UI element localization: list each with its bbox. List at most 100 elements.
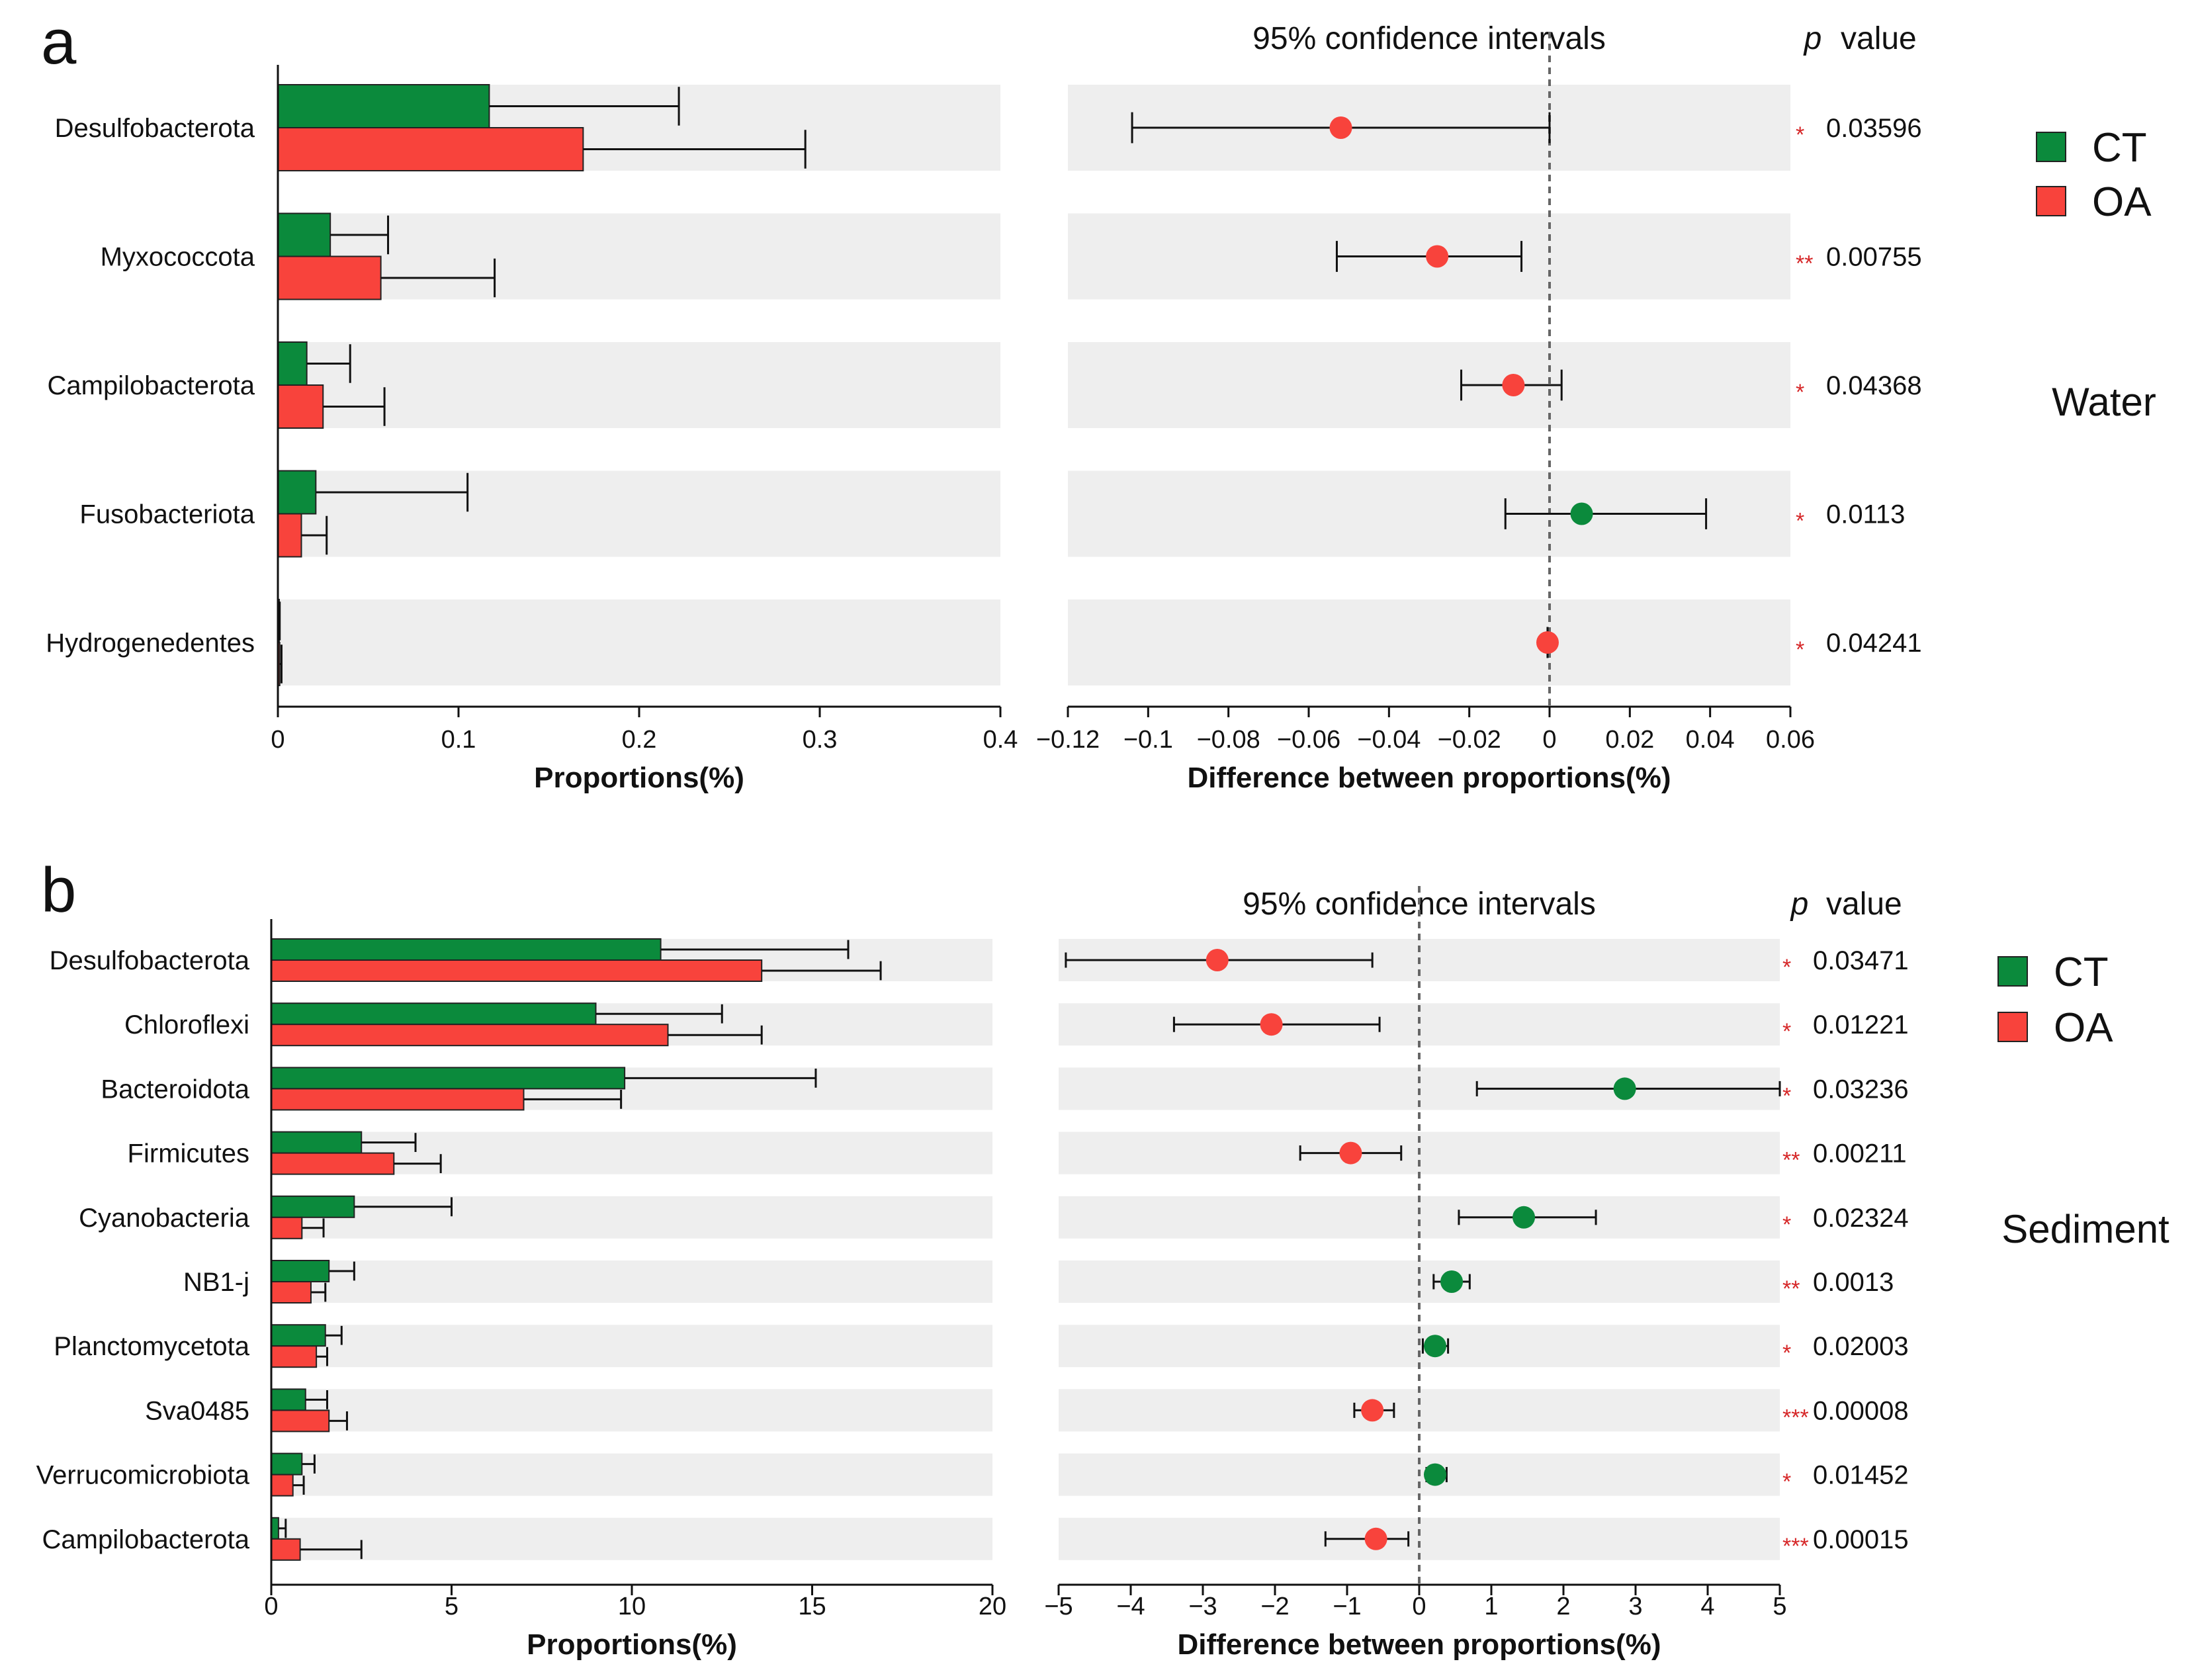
row-band [271,1453,992,1496]
significance-stars: *** [1782,1534,1809,1559]
diff-x-tick-label: 0.02 [1605,726,1654,754]
row-band [271,1517,992,1560]
bar-ct [271,1131,363,1154]
bar-ct [271,1517,279,1540]
diff-x-tick-label: −0.12 [1036,726,1100,754]
bar-ct [277,470,317,515]
diff-row-band [1068,342,1790,428]
difference-point-ct [1512,1206,1536,1229]
bar-ct [277,84,490,128]
bar-x-axis-label: Proportions(%) [527,1628,737,1661]
bar-ct [271,938,662,961]
diff-x-tick-label: 5 [1773,1593,1786,1620]
diff-x-axis-label: Difference between proportions(%) [1178,1628,1661,1661]
p-value: 0.01452 [1813,1461,1909,1490]
bar-oa [277,127,584,171]
bar-ct [271,1002,597,1026]
bar-oa [271,1538,301,1561]
difference-point-oa [1502,374,1525,396]
significance-stars: * [1782,1341,1791,1366]
p-value: 0.01221 [1813,1010,1909,1039]
legend-swatch-ct [2036,132,2066,162]
row-band [271,1389,992,1432]
bar-x-tick-label: 0 [271,726,285,754]
bar-oa [271,1281,312,1304]
bar-ct [271,1195,355,1218]
bar-x-axis-label: Proportions(%) [534,762,744,794]
legend-label-ct: CT [2054,950,2109,995]
p-value: 0.03471 [1813,946,1909,975]
bar-x-tick-label: 0.4 [983,726,1018,754]
bar-ct [271,1260,330,1282]
diff-x-tick-label: 0.06 [1766,726,1815,754]
diff-x-tick-label: −0.02 [1438,726,1501,754]
diff-x-axis-label: Difference between proportions(%) [1188,762,1671,794]
difference-point-oa [1260,1013,1283,1036]
diff-row-band [1068,599,1790,685]
p-value-header: value [1826,887,1902,922]
difference-point-ct [1613,1077,1636,1100]
diff-x-tick-label: −0.1 [1123,726,1173,754]
bar-x-tick-label: 0.1 [441,726,476,754]
bar-ct [271,1452,303,1476]
p-value: 0.04241 [1826,629,1922,658]
row-band [278,342,1000,428]
significance-stars: * [1782,1019,1791,1044]
legend-label-oa: OA [2092,179,2152,225]
significance-stars: * [1796,637,1804,662]
diff-x-tick-label: −5 [1044,1593,1073,1620]
bar-oa [271,1409,330,1433]
diff-x-tick-label: 0.04 [1686,726,1735,754]
significance-stars: *** [1782,1405,1809,1430]
bar-oa [271,1088,525,1111]
bar-oa [271,1152,395,1175]
row-band [271,1260,992,1303]
bar-oa [277,513,302,558]
p-value: 0.0113 [1826,500,1905,529]
bar-oa [277,384,324,429]
category-label: Hydrogenedentes [46,629,255,658]
category-label: Firmicutes [128,1139,249,1169]
category-label: Desulfobacterota [55,114,255,143]
legend-swatch-oa [1997,1012,2028,1042]
category-label: Cyanobacteria [79,1204,250,1233]
diff-x-tick-label: 0 [1542,726,1556,754]
panel-b: b 95% confidence intervals p valueDesulfoba… [36,855,2170,1661]
diff-x-tick-label: −0.04 [1357,726,1421,754]
p-symbol: p [1790,887,1809,922]
bar-oa [271,1024,669,1047]
row-band [278,213,1000,300]
difference-point-ct [1423,1335,1446,1358]
bar-oa [271,1474,294,1497]
diff-x-tick-label: −0.06 [1277,726,1340,754]
diff-x-tick-label: −2 [1260,1593,1289,1620]
category-label: Bacteroidota [101,1075,249,1104]
difference-point-ct [1423,1463,1446,1486]
legend-swatch-oa [2036,186,2066,216]
category-label: Myxococcota [101,243,255,272]
bar-x-tick-label: 10 [618,1593,646,1620]
p-value: 0.03596 [1826,114,1922,143]
significance-stars: * [1782,1083,1791,1108]
bar-oa [271,1345,318,1368]
category-label: Campilobacterota [48,371,255,400]
p-value: 0.00015 [1813,1525,1909,1554]
legend-label-ct: CT [2092,125,2147,171]
significance-stars: * [1782,1212,1791,1237]
p-value: 0.00008 [1813,1396,1909,1425]
category-label: Chloroflexi [124,1010,249,1039]
category-label: Fusobacteriota [79,500,255,529]
bar-ct [277,341,308,386]
difference-point-oa [1536,631,1559,654]
bar-x-tick-label: 20 [979,1593,1006,1620]
difference-point-ct [1440,1270,1464,1293]
p-value: 0.02003 [1813,1332,1909,1361]
category-label: Sva0485 [145,1396,249,1425]
category-label: Planctomycetota [54,1332,249,1361]
bar-x-tick-label: 0.2 [622,726,657,754]
category-label: Campilobacterota [42,1525,250,1554]
diff-x-tick-label: −3 [1188,1593,1217,1620]
row-band [271,1325,992,1368]
bar-oa [271,959,763,982]
